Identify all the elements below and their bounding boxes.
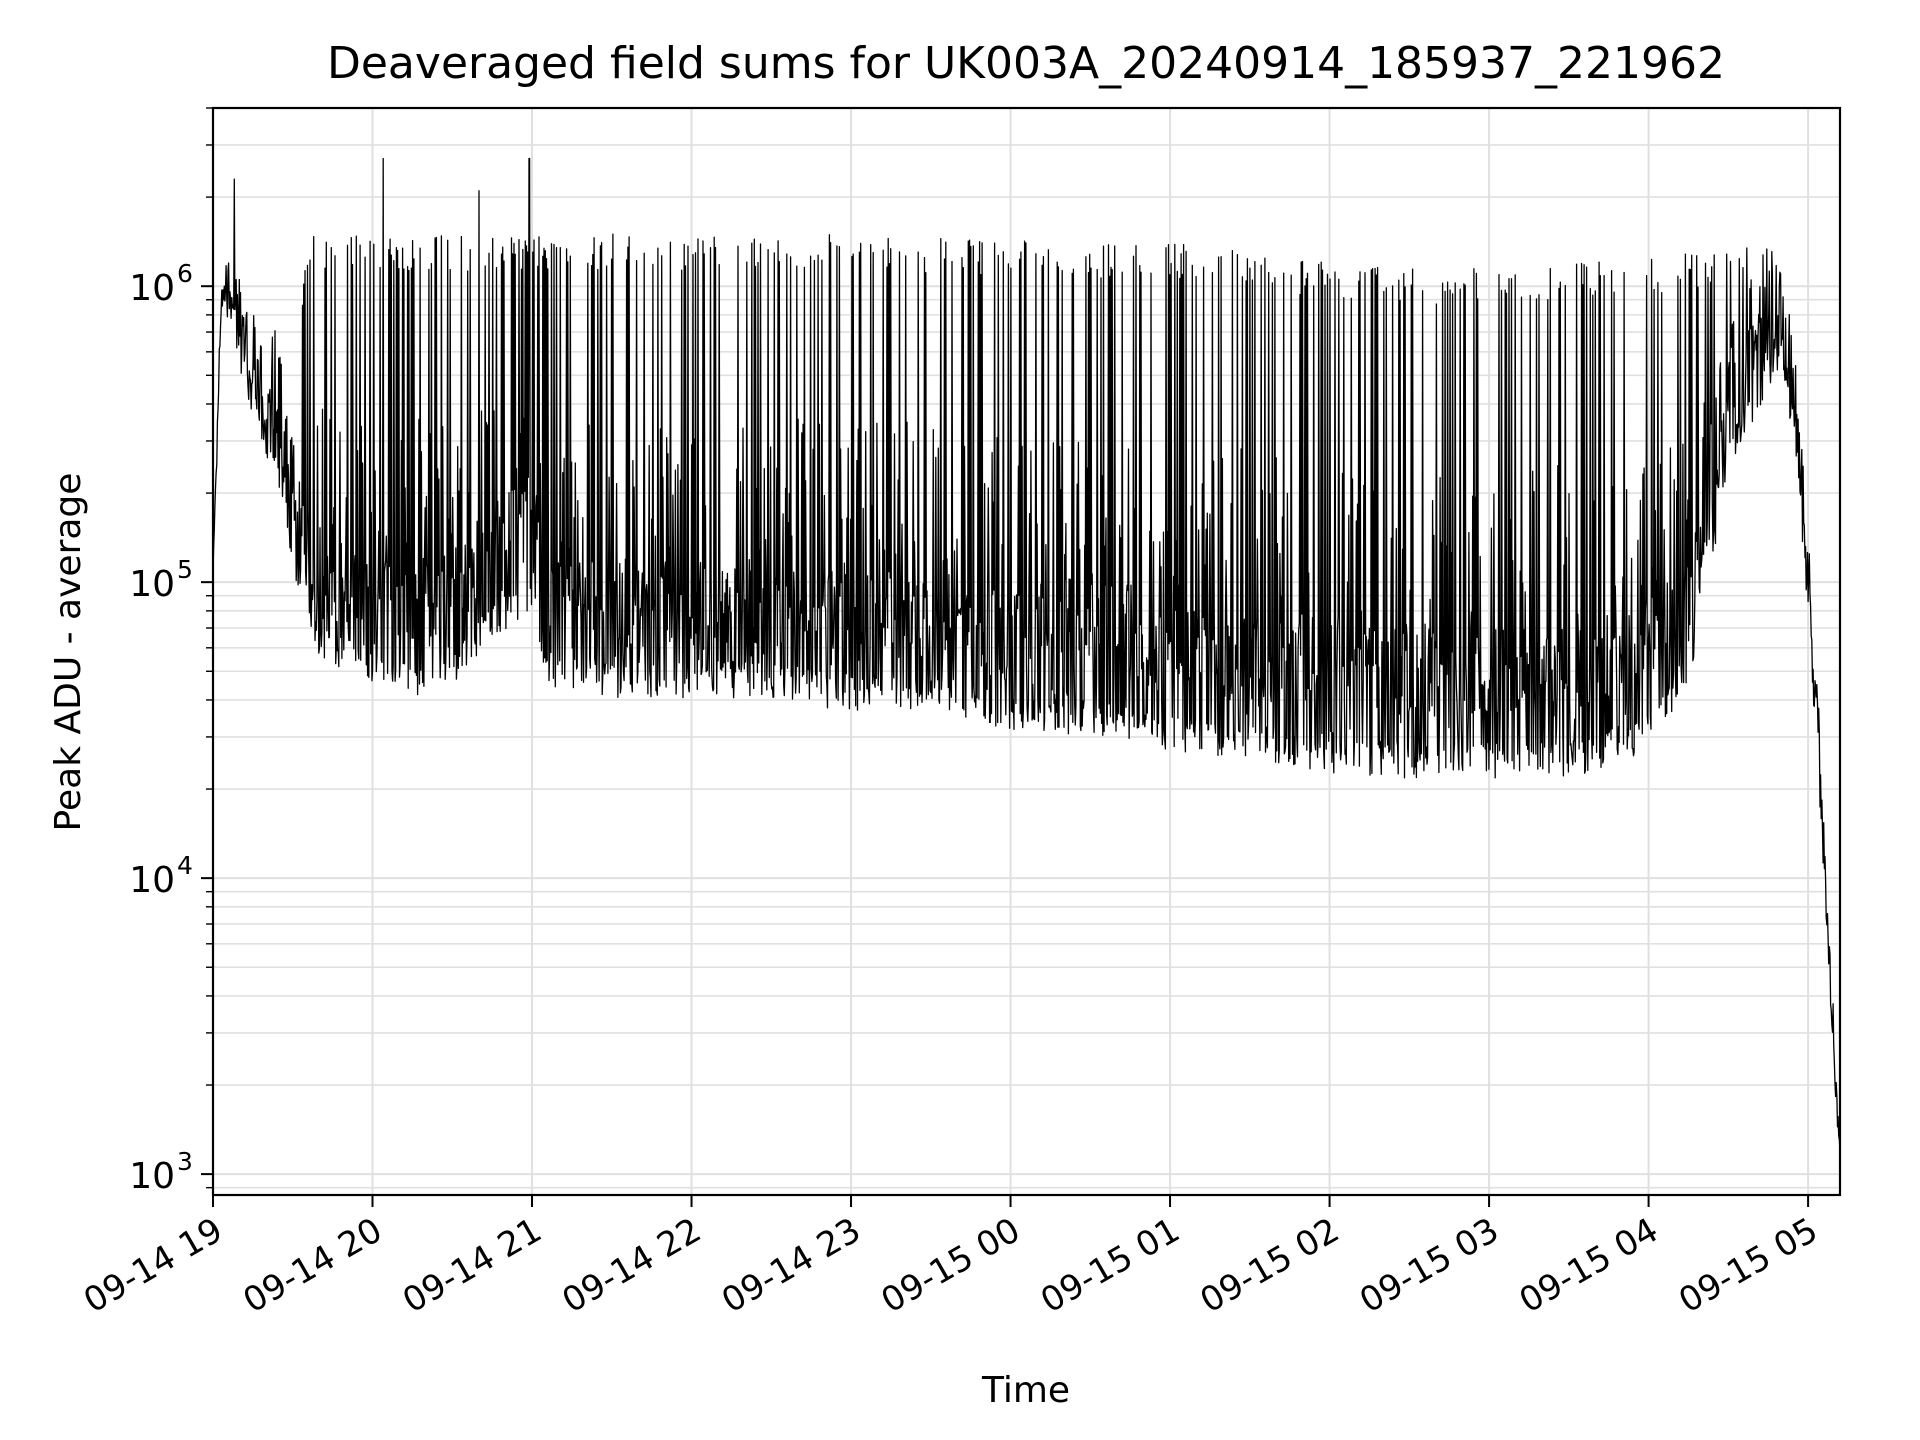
y-tick-exponent: 6 (177, 259, 193, 288)
series-group (212, 157, 1841, 1152)
y-tick-label: 10 (129, 1156, 175, 1197)
y-tick-exponent: 4 (177, 851, 193, 880)
y-tick-exponent: 3 (177, 1147, 193, 1176)
x-axis-label: Time (981, 1370, 1070, 1411)
chart-title: Deaveraged field sums for UK003A_2024091… (327, 38, 1725, 89)
y-axis-label: Peak ADU - average (48, 473, 89, 832)
y-tick-exponent: 5 (177, 555, 193, 584)
plot-frame (211, 106, 1842, 1197)
y-tick-label: 10 (129, 860, 175, 901)
y-tick-label: 10 (129, 268, 175, 309)
y-tick-label: 10 (129, 564, 175, 605)
series-line (212, 157, 1841, 1152)
